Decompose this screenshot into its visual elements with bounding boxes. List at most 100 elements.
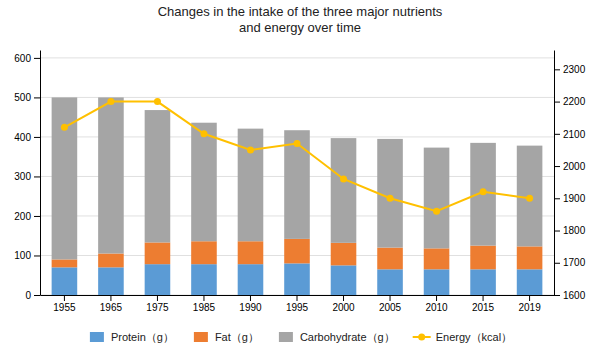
tick-mark [64,295,65,301]
marker [107,98,114,105]
tick-label: 200 [14,211,31,222]
tick: 200 [14,211,40,222]
legend-symbol [418,334,425,341]
tick-mark [554,231,560,232]
marker [61,124,68,131]
tick-mark [554,102,560,103]
axis: 0100200300400500600 [14,51,40,301]
tick-mark [554,134,560,135]
tick-label: 600 [14,53,31,64]
bar [238,241,264,264]
bar [284,263,310,295]
tick-label: 1700 [563,257,586,268]
bar [517,146,543,247]
tick-mark [390,295,391,301]
bar [191,241,217,264]
tick-label: 1800 [563,225,586,236]
marker [200,130,207,137]
legend-label: Protein（g） [111,331,174,343]
tick-label: 2000 [563,161,586,172]
tick-mark [34,295,40,296]
legend-symbol [90,332,104,342]
tick-mark [110,295,111,301]
tick-label: 1900 [563,193,586,204]
tick-label: 2015 [472,302,495,313]
tick-mark [554,166,560,167]
tick: 1975 [146,295,169,313]
bar [377,269,403,295]
chart: Changes in the intake of the three major… [0,0,600,349]
bar [145,264,171,295]
tick-label: 1965 [100,302,123,313]
bar [517,246,543,269]
legend-label: Carbohydrate（g） [300,331,395,343]
tick-mark [34,216,40,217]
bar [331,265,357,295]
bar [52,259,78,267]
tick-mark [554,295,560,296]
bar [331,138,357,243]
bar [424,148,450,249]
tick-label: 2010 [425,302,448,313]
bar [238,264,264,295]
tick-label: 2200 [563,96,586,107]
bar [191,123,217,242]
bar [470,246,496,270]
tick-mark [297,295,298,301]
grid [40,58,554,295]
tick: 2000 [554,161,586,172]
marker [294,140,301,147]
bar [377,139,403,248]
tick: 1990 [239,295,262,313]
bar [284,239,310,263]
tick-label: 1995 [286,302,309,313]
legend-symbol [279,332,293,342]
line [64,102,529,212]
axis-line [554,51,555,296]
tick-label: 400 [14,132,31,143]
bar-series [52,263,543,295]
bar [238,129,264,242]
bar [191,264,217,295]
bar [145,110,171,242]
legend-symbol [194,332,208,342]
legend: Protein（g） Fat（g） Carbohydrate（g） Energy（kc… [90,331,512,343]
marker [387,195,394,202]
tick-mark [157,295,158,301]
tick-mark [554,263,560,264]
marker [340,175,347,182]
marks [52,97,543,295]
tick-label: 2300 [563,64,586,75]
marker [526,195,533,202]
tick: 1700 [554,257,586,268]
marker [433,208,440,215]
legend-label: Energy（kcal） [436,331,512,343]
tick: 2100 [554,129,586,140]
tick-label: 100 [14,250,31,261]
tick-label: 1600 [563,290,586,301]
bar [424,248,450,269]
bar [470,143,496,246]
title: Changes in the intake of the three major… [158,4,443,35]
tick-label: 2019 [518,302,541,313]
bar [98,254,124,268]
tick: 1955 [53,295,76,313]
tick: 2200 [554,96,586,107]
tick-mark [34,255,40,256]
axis-line [40,51,41,296]
tick-mark [343,295,344,301]
bar-series [52,97,543,259]
bar [98,267,124,295]
tick-mark [554,69,560,70]
plot: 1955196519751985199019952000200520102015… [14,51,585,314]
marker [154,98,161,105]
bar [470,269,496,295]
tick-mark [203,295,204,301]
tick-mark [483,295,484,301]
tick: 400 [14,132,40,143]
legend-item: Fat（g） [194,331,259,343]
tick: 2010 [425,295,448,313]
legend-label: Fat（g） [215,331,259,343]
tick: 2000 [332,295,355,313]
marker [480,188,487,195]
